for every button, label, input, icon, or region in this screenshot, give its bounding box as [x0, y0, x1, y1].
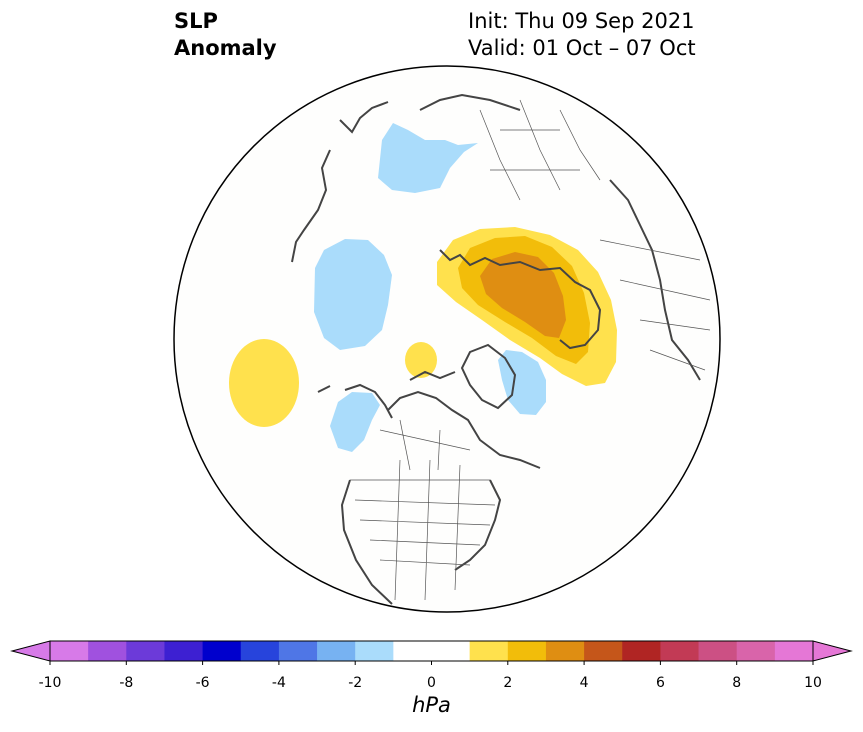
- colorbar-tick-label: 0: [427, 675, 436, 690]
- forecast-dates: Init: Thu 09 Sep 2021 Valid: 01 Oct – 07…: [468, 8, 696, 62]
- east-siberia-negative-region: [314, 239, 392, 350]
- canada-coastline: [387, 370, 541, 469]
- colorbar-tick-label: 10: [804, 675, 822, 690]
- colorbar-ticks: -10 -8 -6 -4 -2 0 2 4 6 8 10: [39, 661, 822, 690]
- colorbar-bin-6: [278, 641, 318, 661]
- colorbar-tick-label: -8: [119, 675, 133, 690]
- colorbar-unit-label: hPa: [412, 693, 451, 717]
- colorbar-bin-4: [202, 641, 242, 661]
- canada-province-borders: [379, 419, 471, 471]
- colorbar-bin-15: [622, 641, 661, 661]
- europe-coastline: [291, 101, 389, 263]
- colorbar-bin-19: [774, 641, 814, 661]
- us-coastline: [340, 479, 502, 605]
- gulf-of-alaska-negative-region: [330, 392, 380, 452]
- colorbar-tick-label: -10: [39, 675, 62, 690]
- colorbar-extend-high: [812, 640, 853, 662]
- colorbar-tick-label: -4: [272, 675, 286, 690]
- north-pacific-positive-region: [229, 339, 299, 427]
- globe-background: [174, 66, 720, 612]
- asia-east-coastline: [609, 179, 701, 381]
- init-date: Init: Thu 09 Sep 2021: [468, 9, 695, 33]
- colorbar-tick-label: -2: [348, 675, 362, 690]
- colorbar-bin-0: [50, 641, 89, 661]
- title-line-1: SLP: [174, 9, 218, 33]
- colorbar-bins: [50, 641, 814, 661]
- polar-map: [173, 65, 721, 613]
- colorbar-tick-label: 4: [580, 675, 589, 690]
- colorbar-bin-9: [393, 641, 432, 661]
- asia-country-borders: [599, 239, 711, 371]
- alaska-coastline: [317, 383, 393, 419]
- west-siberia-positive-inner: [480, 252, 566, 338]
- europe-country-borders: [479, 99, 601, 201]
- colorbar-bin-11: [469, 641, 509, 661]
- colorbar-bin-18: [736, 641, 776, 661]
- colorbar-bin-8: [355, 641, 394, 661]
- colorbar-bin-1: [88, 641, 127, 661]
- colorbar: -10 -8 -6 -4 -2 0 2 4 6 8 10: [10, 640, 853, 690]
- scandinavia-negative-region: [378, 123, 478, 193]
- borders: [350, 99, 711, 601]
- arctic-ocean-positive-region: [405, 342, 437, 378]
- greenland-coastline: [460, 343, 517, 410]
- colorbar-tick-label: 8: [732, 675, 741, 690]
- colorbar-bin-3: [164, 641, 204, 661]
- map-title: SLP Anomaly: [174, 8, 277, 62]
- us-state-borders: [350, 459, 496, 601]
- colorbar-extend-low: [10, 640, 51, 662]
- colorbar-bin-10: [431, 641, 471, 661]
- siberia-coastline: [439, 249, 602, 350]
- colorbar-bin-7: [317, 641, 356, 661]
- colorbar-bin-16: [660, 641, 700, 661]
- colorbar-bin-2: [126, 641, 165, 661]
- mediterranean-coastline: [419, 93, 521, 111]
- colorbar-bin-14: [584, 641, 623, 661]
- colorbar-tick-label: 2: [503, 675, 512, 690]
- colorbar-bin-5: [240, 641, 280, 661]
- colorbar-tick-label: 6: [656, 675, 665, 690]
- coastlines: [291, 93, 701, 605]
- globe-outline: [173, 65, 721, 613]
- colorbar-bin-12: [507, 641, 547, 661]
- colorbar-tick-label: -6: [196, 675, 210, 690]
- valid-range: Valid: 01 Oct – 07 Oct: [468, 36, 696, 60]
- title-line-2: Anomaly: [174, 36, 277, 60]
- colorbar-bin-17: [698, 641, 738, 661]
- colorbar-bin-13: [545, 641, 585, 661]
